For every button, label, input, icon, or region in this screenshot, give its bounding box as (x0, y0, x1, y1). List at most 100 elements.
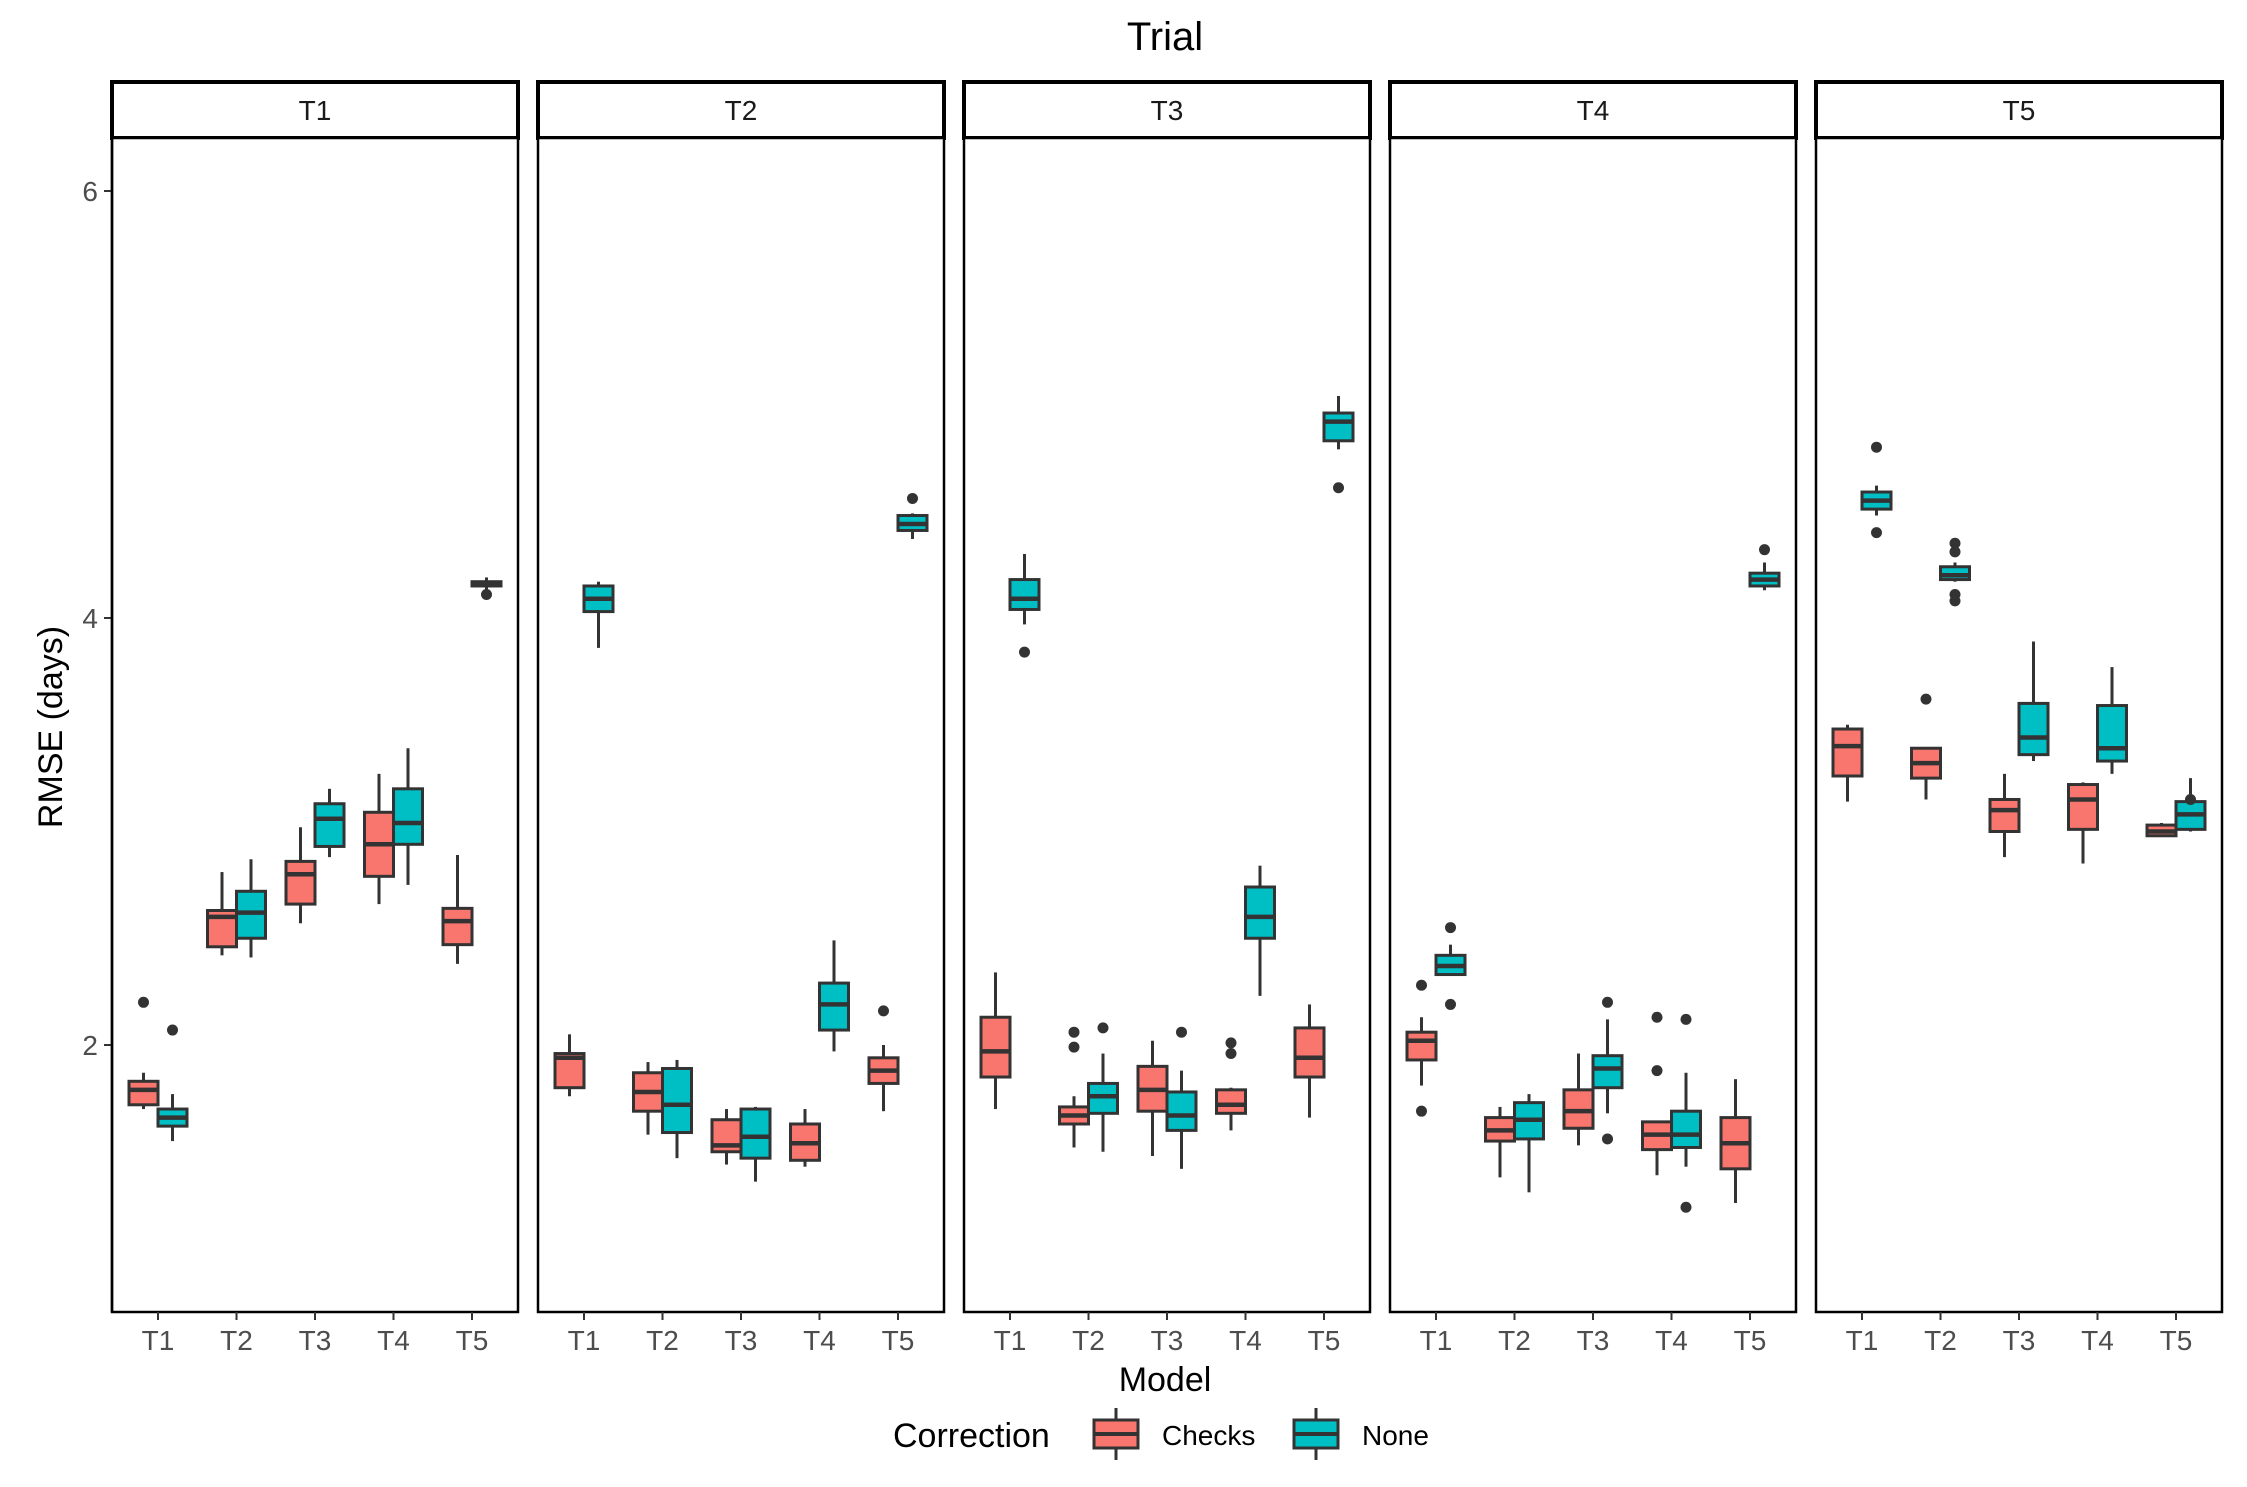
outlier-point (1445, 922, 1456, 934)
outlier-point (2185, 793, 2196, 805)
outlier-point (1680, 1013, 1692, 1025)
outlier-point (907, 492, 918, 504)
x-tick-label: T3 (1577, 1325, 1610, 1356)
x-tick-label: T1 (142, 1325, 175, 1356)
box-t5-none (1748, 544, 1781, 591)
box-t4-none (1670, 1013, 1702, 1213)
x-tick-label: T2 (646, 1325, 679, 1356)
outlier-point (1068, 1041, 1080, 1053)
x-tick-label: T2 (1924, 1325, 1957, 1356)
box-t3-none (2017, 641, 2050, 762)
box-iqr (392, 787, 424, 846)
box-iqr (313, 802, 346, 848)
outlier-point (1445, 998, 1456, 1010)
box-iqr (1008, 578, 1041, 611)
facet-panel-t1: T1 2 4 6 T1 T2 T3 T4 T5 (82, 80, 520, 1356)
box-t1-none (156, 1024, 189, 1142)
legend-label: Checks (1162, 1420, 1255, 1451)
x-tick-label: T5 (2160, 1325, 2193, 1356)
outlier-point (1871, 441, 1882, 453)
box-t1-checks (553, 1034, 586, 1097)
box-t4-checks (1215, 1037, 1247, 1131)
outlier-point (1871, 527, 1882, 539)
box-t4-none (1244, 865, 1276, 996)
box-t2-checks (1484, 1106, 1516, 1178)
box-iqr (1831, 727, 1864, 778)
facet-panel-t5: T5 T1 T2 T3 T4 T5 (1814, 80, 2224, 1356)
y-axis-title: RMSE (days) (32, 626, 70, 828)
box-t5-checks (1719, 1079, 1752, 1203)
box-t5-none (896, 492, 929, 540)
box-iqr (1591, 1054, 1624, 1090)
y-tick-label: 4 (82, 603, 98, 634)
box-t2-none (661, 1059, 693, 1159)
facet-strip-label: T2 (725, 95, 758, 126)
box-iqr (441, 906, 474, 947)
outlier-point (1949, 546, 1961, 558)
box-iqr (979, 1015, 1012, 1079)
box-t5-checks (867, 1005, 900, 1112)
box-t1-none (582, 581, 615, 648)
x-tick-label: T3 (2003, 1325, 2036, 1356)
outlier-point (138, 996, 149, 1008)
box-t3-checks (1988, 773, 2021, 858)
box-t1-checks (127, 996, 160, 1110)
y-tick-label: 6 (82, 176, 98, 207)
panel-frame (1814, 136, 2224, 1314)
x-tick-label: T3 (299, 1325, 332, 1356)
box-iqr (1405, 1030, 1438, 1062)
outlier-point (1225, 1037, 1237, 1049)
outlier-point (1416, 1105, 1427, 1117)
box-t2-checks (206, 872, 238, 956)
box-t1-none (1434, 922, 1467, 1010)
box-t3-checks (284, 827, 317, 924)
outlier-point (481, 589, 492, 601)
legend-entry-none: None (1292, 1408, 1429, 1460)
panel-frame (962, 136, 1372, 1314)
x-tick-label: T3 (1151, 1325, 1184, 1356)
box-t1-checks (1405, 979, 1438, 1117)
x-tick-label: T5 (1308, 1325, 1341, 1356)
x-tick-label: T2 (220, 1325, 253, 1356)
box-t3-none (1591, 996, 1624, 1145)
facet-strip-label: T4 (1577, 95, 1610, 126)
box-t2-none (235, 859, 267, 958)
facet-strip-label: T5 (2003, 95, 2036, 126)
box-iqr (739, 1107, 772, 1160)
outlier-point (1651, 1065, 1663, 1077)
facet-panel-t4: T4 T1 T2 T3 T4 T5 (1388, 80, 1798, 1356)
outlier-point (1949, 595, 1961, 607)
box-iqr (1165, 1090, 1198, 1132)
outlier-point (1602, 996, 1613, 1008)
box-t3-checks (1562, 1053, 1595, 1146)
box-t4-checks (363, 773, 395, 905)
box-t1-checks (979, 972, 1012, 1110)
x-tick-label: T1 (568, 1325, 601, 1356)
legend: Correction Checks None (893, 1408, 1429, 1460)
box-iqr (661, 1066, 693, 1135)
box-t5-checks (2145, 822, 2178, 838)
box-t4-none (2096, 667, 2128, 774)
box-t2-none (1513, 1094, 1545, 1193)
box-t3-none (1165, 1026, 1198, 1169)
outlier-point (1333, 482, 1344, 494)
box-iqr (2096, 704, 2128, 763)
box-t3-checks (710, 1109, 743, 1165)
legend-title: Correction (893, 1417, 1050, 1455)
x-tick-label: T4 (803, 1325, 836, 1356)
x-tick-label: T2 (1072, 1325, 1105, 1356)
facet-strip (536, 80, 946, 140)
box-t2-checks (1910, 693, 1942, 800)
box-iqr (284, 859, 317, 906)
legend-entries: Checks None (1092, 1408, 1429, 1460)
box-t1-none (1008, 553, 1041, 658)
facet-strip (1388, 80, 1798, 140)
outlier-point (878, 1005, 889, 1017)
box-t5-none (1322, 395, 1355, 494)
x-tick-label: T4 (377, 1325, 410, 1356)
box-t5-none (470, 577, 503, 601)
outlier-point (1602, 1133, 1613, 1145)
x-tick-label: T5 (1734, 1325, 1767, 1356)
y-tick-label: 2 (82, 1030, 98, 1061)
